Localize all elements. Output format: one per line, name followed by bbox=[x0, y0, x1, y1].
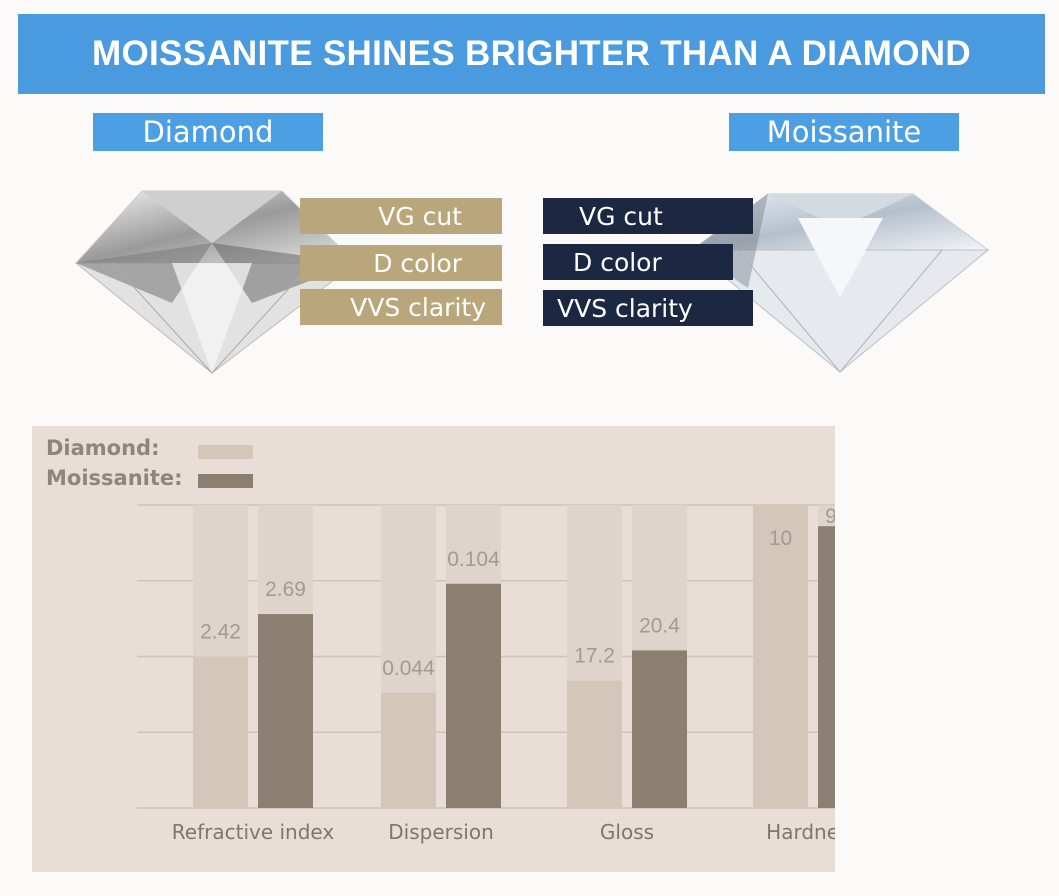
diamond-tag-clarity: VVS clarity bbox=[300, 289, 502, 325]
moissanite-tag-cut: VG cut bbox=[543, 198, 753, 234]
data-label: 9.25 bbox=[825, 505, 835, 528]
diamond-heading: Diamond bbox=[93, 113, 323, 151]
bar-moissanite bbox=[818, 526, 835, 808]
bar-moissanite bbox=[632, 650, 687, 808]
data-label: 17.2 bbox=[574, 645, 615, 668]
bar-moissanite bbox=[258, 614, 313, 808]
page-title: MOISSANITE SHINES BRIGHTER THAN A DIAMON… bbox=[18, 14, 1045, 94]
diamond-tag-color: D color bbox=[300, 245, 502, 281]
moissanite-heading: Moissanite bbox=[729, 113, 959, 151]
bar-diamond bbox=[753, 505, 808, 808]
data-label: 10 bbox=[769, 527, 792, 550]
data-label: 0.104 bbox=[447, 548, 500, 571]
legend-label-diamond: Diamond: bbox=[46, 436, 160, 460]
bar-diamond bbox=[193, 656, 248, 808]
moissanite-tag-clarity: VVS clarity bbox=[543, 290, 753, 326]
diamond-tag-cut: VG cut bbox=[300, 198, 502, 234]
chart-panel: 2.42 2.69 Refractive index 0.044 0.104 Disper… bbox=[32, 426, 835, 872]
bar-chart: 2.42 2.69 Refractive index 0.044 0.104 Disper… bbox=[137, 504, 835, 844]
bar-diamond bbox=[381, 692, 436, 808]
data-label: 20.4 bbox=[639, 614, 680, 637]
bar-diamond bbox=[567, 680, 622, 808]
category-label: Refractive index bbox=[172, 820, 335, 844]
diamond-image bbox=[74, 190, 358, 374]
category-label: Gloss bbox=[600, 820, 654, 844]
data-label: 0.044 bbox=[382, 657, 435, 680]
category-label: Hardness bbox=[766, 820, 835, 844]
category-label: Dispersion bbox=[388, 820, 494, 844]
legend-swatch-moissanite bbox=[198, 474, 253, 488]
legend-swatch-diamond bbox=[198, 445, 253, 459]
bar-moissanite bbox=[446, 583, 501, 808]
data-label: 2.69 bbox=[265, 578, 306, 601]
moissanite-tag-color: D color bbox=[543, 244, 733, 280]
data-label: 2.42 bbox=[200, 621, 241, 644]
legend-label-moissanite: Moissanite: bbox=[46, 466, 183, 490]
